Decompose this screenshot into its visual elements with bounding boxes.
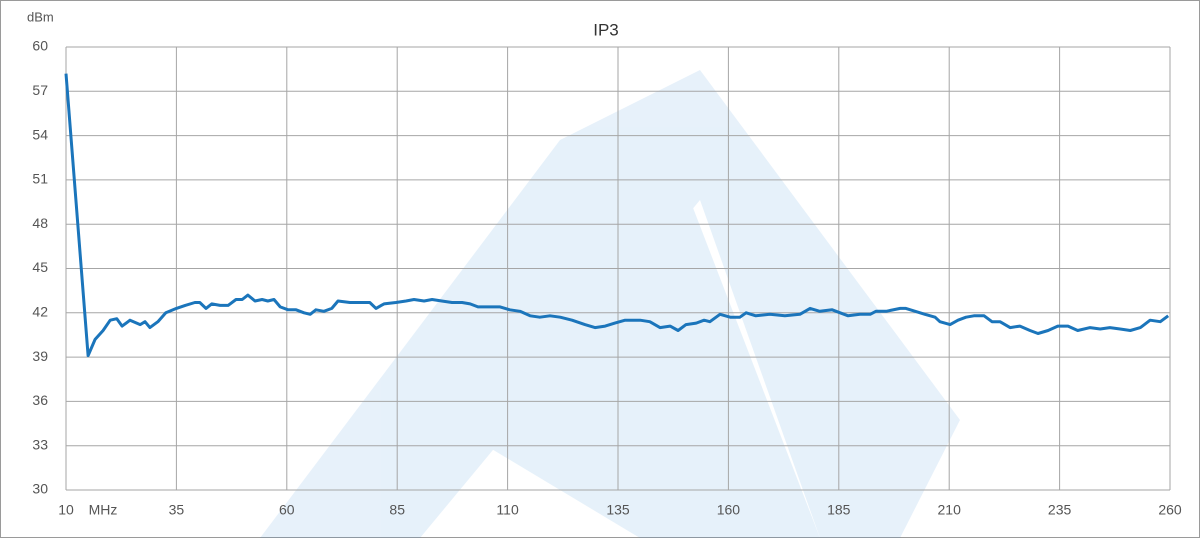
y-tick-label: 51 [32,171,48,187]
y-tick-label: 30 [32,481,48,497]
x-tick-label: 135 [606,502,630,518]
chart-title: IP3 [593,20,619,39]
x-tick-label: 60 [279,502,295,518]
y-tick-label: 36 [32,392,48,408]
y-tick-label: 60 [32,38,48,54]
x-tick-label: 10 [58,502,74,518]
x-tick-label: 160 [717,502,741,518]
data-line [64,73,1170,358]
x-tick-label: 210 [938,502,962,518]
y-tick-label: 57 [32,82,48,98]
y-tick-label: 54 [32,126,48,142]
y-tick-label: 45 [32,259,48,275]
y-tick-label: 42 [32,304,48,320]
x-tick-label: 260 [1158,502,1182,518]
y-tick-label: 48 [32,215,48,231]
x-tick-label: 110 [496,502,519,518]
x-tick-label: 35 [169,502,185,518]
y-tick-label: 39 [32,348,48,364]
x-tick-label: 235 [1048,502,1072,518]
watermark [260,70,960,538]
x-unit: MHz [89,502,118,518]
y-tick-label: 33 [32,436,48,452]
x-tick-label: 185 [827,502,851,518]
y-unit: dBm [27,9,54,24]
x-tick-label: 85 [389,502,405,518]
